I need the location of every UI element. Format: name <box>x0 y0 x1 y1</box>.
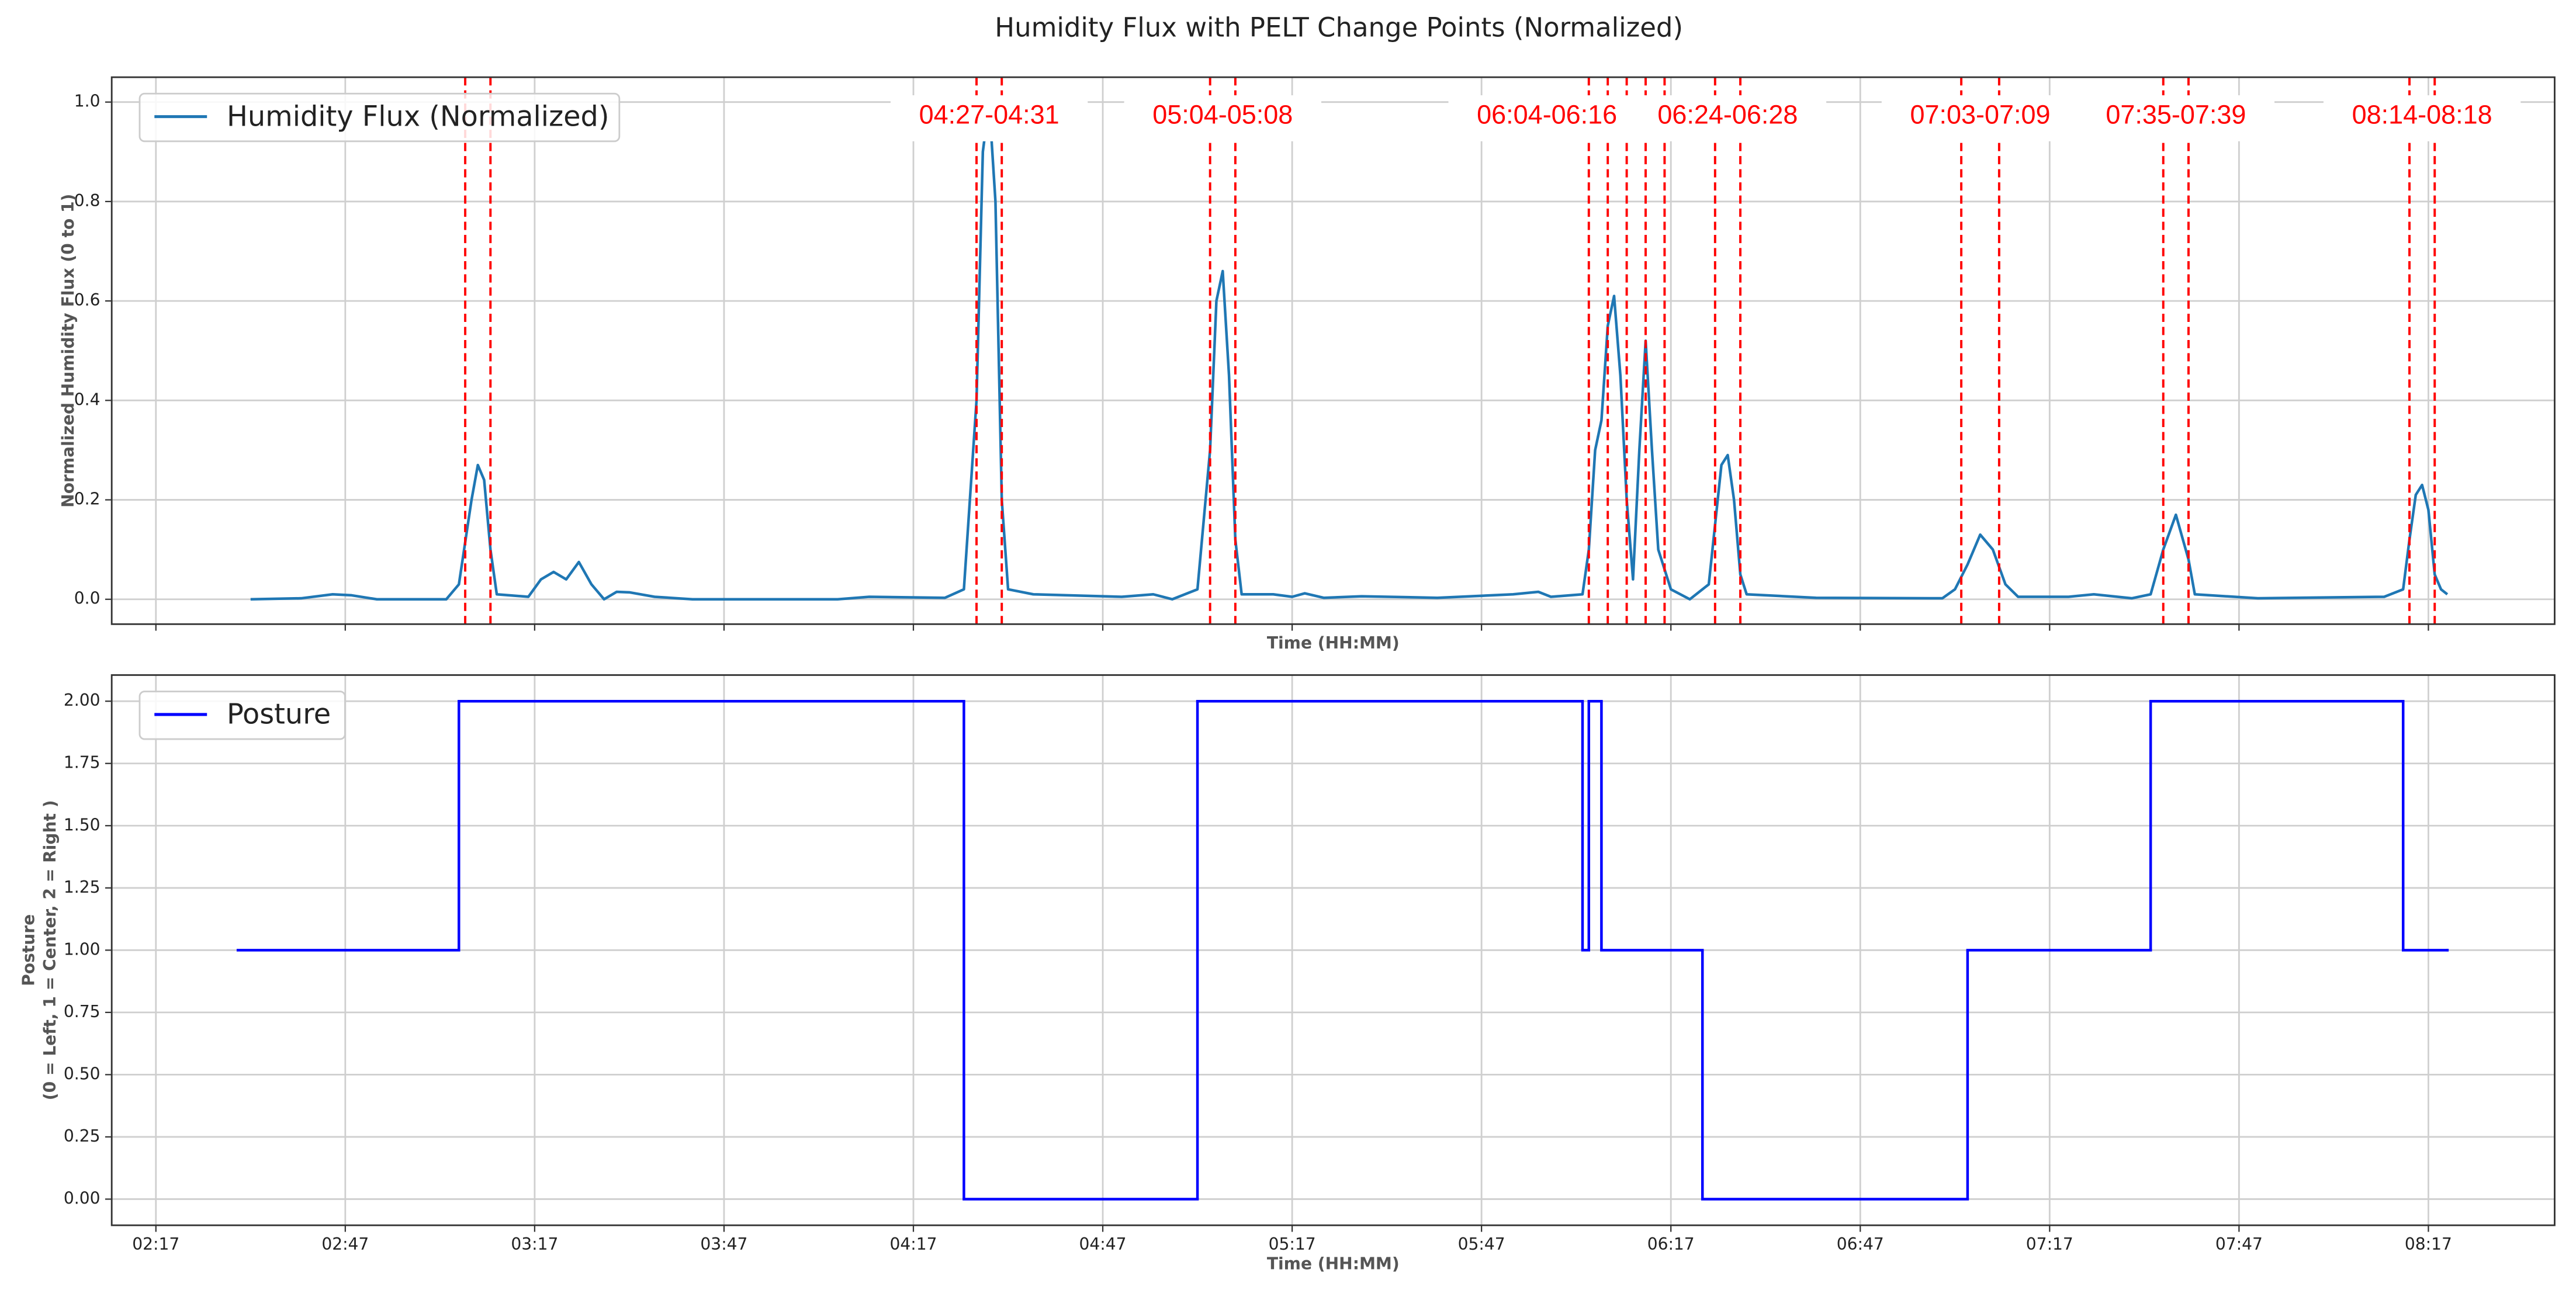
x-tick-label: 07:17 <box>2026 1234 2073 1254</box>
change-point-annotation: 06:24-06:28 <box>1657 100 1798 130</box>
x-tick-label: 03:17 <box>511 1234 558 1254</box>
y-tick-label: 0.25 <box>64 1126 101 1146</box>
x-tick-label: 06:47 <box>1837 1234 1884 1254</box>
x-tick-label: 06:17 <box>1647 1234 1695 1254</box>
legend-box <box>139 92 621 143</box>
y-tick-label: 0.8 <box>74 191 101 210</box>
x-tick-label: 02:17 <box>132 1234 179 1254</box>
plot-area <box>250 100 2449 601</box>
y-tick-label: 0.50 <box>64 1064 101 1083</box>
change-point-annotation: 07:35-07:39 <box>2106 100 2246 130</box>
annotation-background <box>1124 95 1321 141</box>
change-point-annotation: 04:27-04:31 <box>919 100 1060 130</box>
y-tick-label: 1.75 <box>64 753 101 772</box>
x-tick-label: 03:47 <box>700 1234 747 1254</box>
y-tick-label: 0.75 <box>64 1002 101 1021</box>
legend: Humidity Flux (Normalized) <box>139 92 621 143</box>
y-axis-label: (0 = Left, 1 = Center, 2 = Right ) <box>40 800 60 1100</box>
y-axis-label: Posture <box>19 914 39 986</box>
x-tick-label: 05:17 <box>1269 1234 1316 1254</box>
legend: Posture <box>139 691 346 740</box>
plot-area <box>236 699 2449 1201</box>
annotation-background <box>1881 95 2079 141</box>
x-tick-label: 08:17 <box>2405 1234 2452 1254</box>
y-tick-label: 1.00 <box>64 939 101 959</box>
x-tick-label: 05:47 <box>1458 1234 1505 1254</box>
change-point-annotation: 06:04-06:16 <box>1477 100 1617 130</box>
annotation-background <box>1629 95 1827 141</box>
x-axis-label: Time (HH:MM) <box>1267 633 1400 653</box>
data-line <box>250 100 2449 601</box>
legend-box <box>139 691 346 740</box>
change-point-annotation: 07:03-07:09 <box>1910 100 2050 130</box>
change-point-annotation: 08:14-08:18 <box>2352 100 2492 130</box>
annotation-background <box>2323 95 2521 141</box>
legend-label: Humidity Flux (Normalized) <box>227 100 610 133</box>
axes-frame <box>110 76 2556 625</box>
y-tick-label: 0.6 <box>74 290 101 310</box>
axes-frame <box>110 674 2556 1226</box>
annotation-background <box>2077 95 2275 141</box>
annotation-background <box>890 95 1088 141</box>
y-tick-label: 0.2 <box>74 490 101 509</box>
x-axis-label: Time (HH:MM) <box>1267 1254 1400 1274</box>
x-tick-label: 04:17 <box>889 1234 937 1254</box>
y-tick-label: 0.00 <box>64 1188 101 1208</box>
y-tick-label: 2.00 <box>64 691 101 710</box>
legend-label: Posture <box>227 699 331 731</box>
y-tick-label: 1.0 <box>74 92 101 111</box>
x-tick-label: 04:47 <box>1079 1234 1127 1254</box>
figure-title: Humidity Flux with PELT Change Points (N… <box>995 12 1683 43</box>
y-tick-label: 0.0 <box>74 589 101 608</box>
x-tick-label: 07:47 <box>2215 1234 2263 1254</box>
y-tick-label: 1.25 <box>64 878 101 897</box>
change-point-annotation: 05:04-05:08 <box>1152 100 1293 130</box>
annotation-background <box>1448 95 1646 141</box>
x-tick-label: 02:47 <box>321 1234 369 1254</box>
y-tick-label: 0.4 <box>74 390 101 409</box>
y-tick-label: 1.50 <box>64 815 101 834</box>
y-axis-label: Normalized Humidity Flux (0 to 1) <box>58 194 78 508</box>
